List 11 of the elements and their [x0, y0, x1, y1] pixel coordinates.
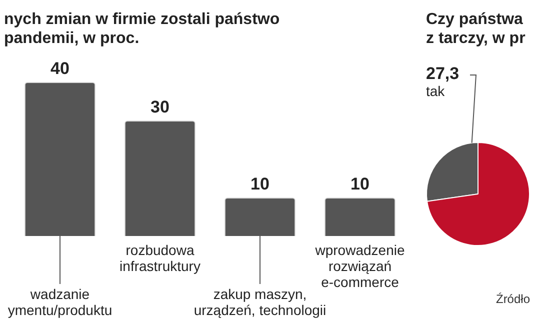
data-label: 10 [350, 174, 370, 194]
x-tick-label: wadzanie ymentu/produktu [8, 286, 112, 318]
data-label: 30 [150, 98, 170, 117]
data-label: 27,3 [426, 64, 460, 84]
x-tick-label: rozbudowa infrastruktury [120, 242, 200, 274]
text: Źródło [496, 292, 530, 306]
chart-title: nych zmian w firmie zostali państwo pandemii, w proc. [4, 10, 280, 48]
chart-title: Czy państwa z tarczy, w pr [426, 10, 526, 48]
slice-label: tak [426, 82, 446, 99]
data-label: 40 [50, 59, 70, 78]
data-label: 10 [250, 174, 270, 194]
